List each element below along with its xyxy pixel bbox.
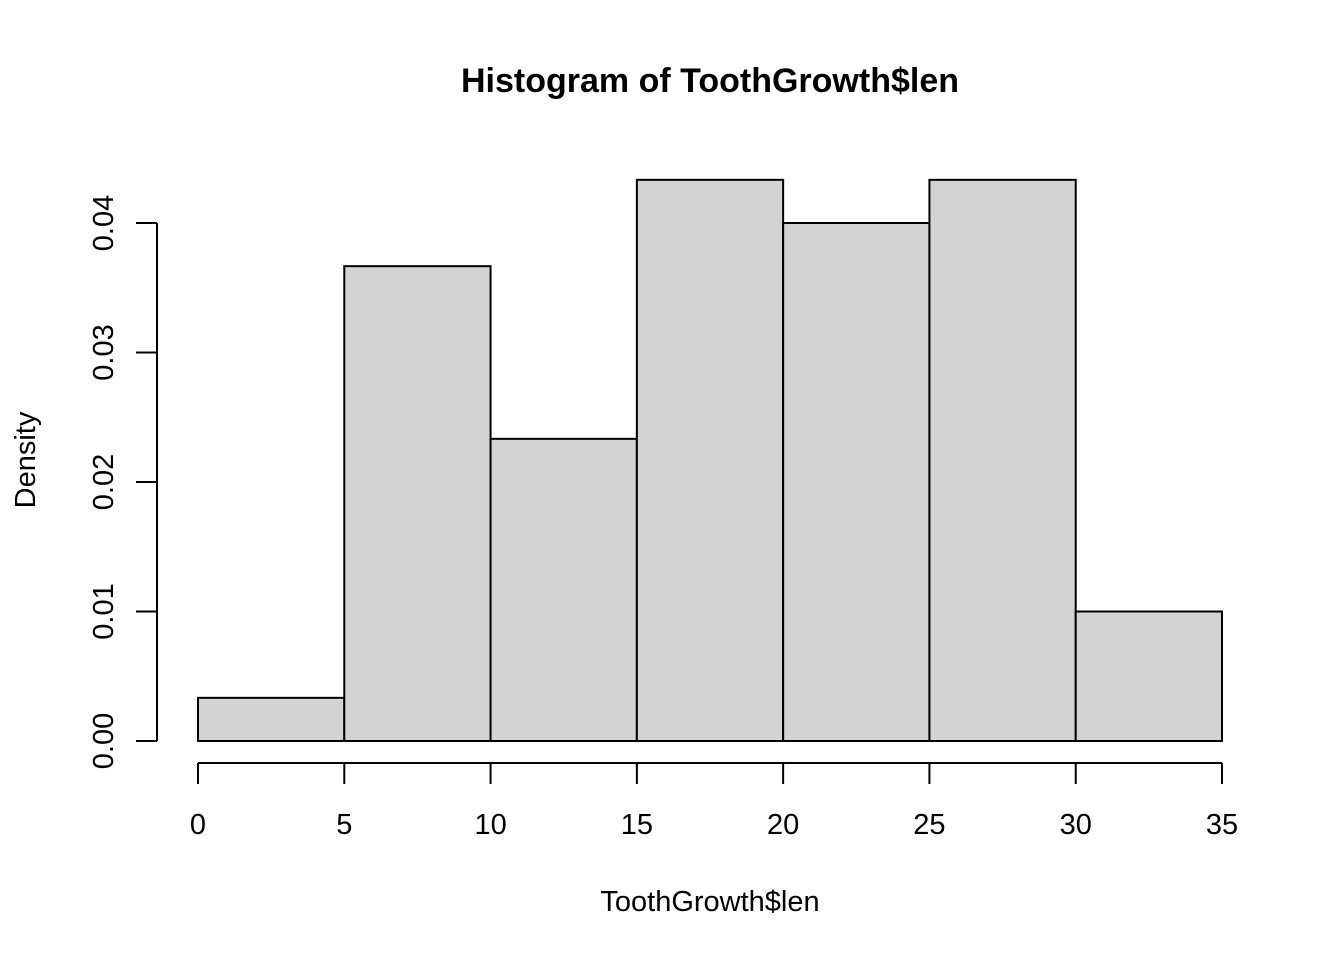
histogram-bar (782, 222, 931, 742)
x-tick-label: 25 (913, 809, 945, 841)
x-tick-label: 0 (190, 809, 206, 841)
y-tick-label: 0.03 (88, 324, 120, 380)
x-tick-label: 15 (621, 809, 653, 841)
histogram-bar (197, 696, 346, 742)
histogram-bar (489, 437, 638, 742)
y-axis: 0.00 0.01 0.02 0.03 0.04 (88, 195, 158, 769)
x-axis-label: ToothGrowth$len (600, 886, 819, 918)
histogram-bar (635, 178, 785, 742)
x-tick-label: 20 (767, 809, 799, 841)
x-tick-label: 35 (1206, 809, 1238, 841)
histogram-bar (343, 265, 492, 742)
x-tick-label: 10 (474, 809, 506, 841)
histogram-bar (1074, 610, 1223, 742)
y-axis-label: Density (10, 411, 42, 508)
y-tick-label: 0.04 (88, 195, 120, 251)
chart-title: Histogram of ToothGrowth$len (461, 62, 959, 100)
x-tick-label: 5 (336, 809, 352, 841)
x-tick-label: 30 (1060, 809, 1092, 841)
bars-group (197, 178, 1223, 742)
histogram-bar (928, 178, 1077, 742)
y-tick-label: 0.02 (88, 454, 120, 510)
x-axis: 0 5 10 15 20 25 30 35 (190, 762, 1238, 841)
y-tick-label: 0.01 (88, 583, 120, 639)
y-tick-label: 0.00 (88, 713, 120, 769)
